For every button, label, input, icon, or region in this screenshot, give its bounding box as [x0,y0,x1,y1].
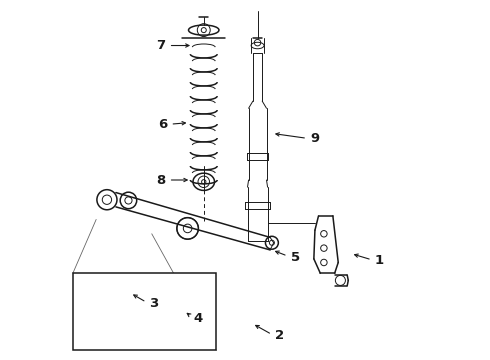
Text: 8: 8 [156,174,165,186]
Text: 7: 7 [156,39,165,52]
Text: 5: 5 [291,251,300,264]
Circle shape [177,218,198,239]
Bar [73,273,216,350]
Circle shape [191,328,199,337]
Text: 3: 3 [149,297,158,310]
Text: 2: 2 [274,329,284,342]
Circle shape [81,282,97,297]
Text: 4: 4 [194,311,203,325]
Text: 6: 6 [158,118,167,131]
Text: 1: 1 [375,254,384,267]
Text: 9: 9 [310,132,319,145]
